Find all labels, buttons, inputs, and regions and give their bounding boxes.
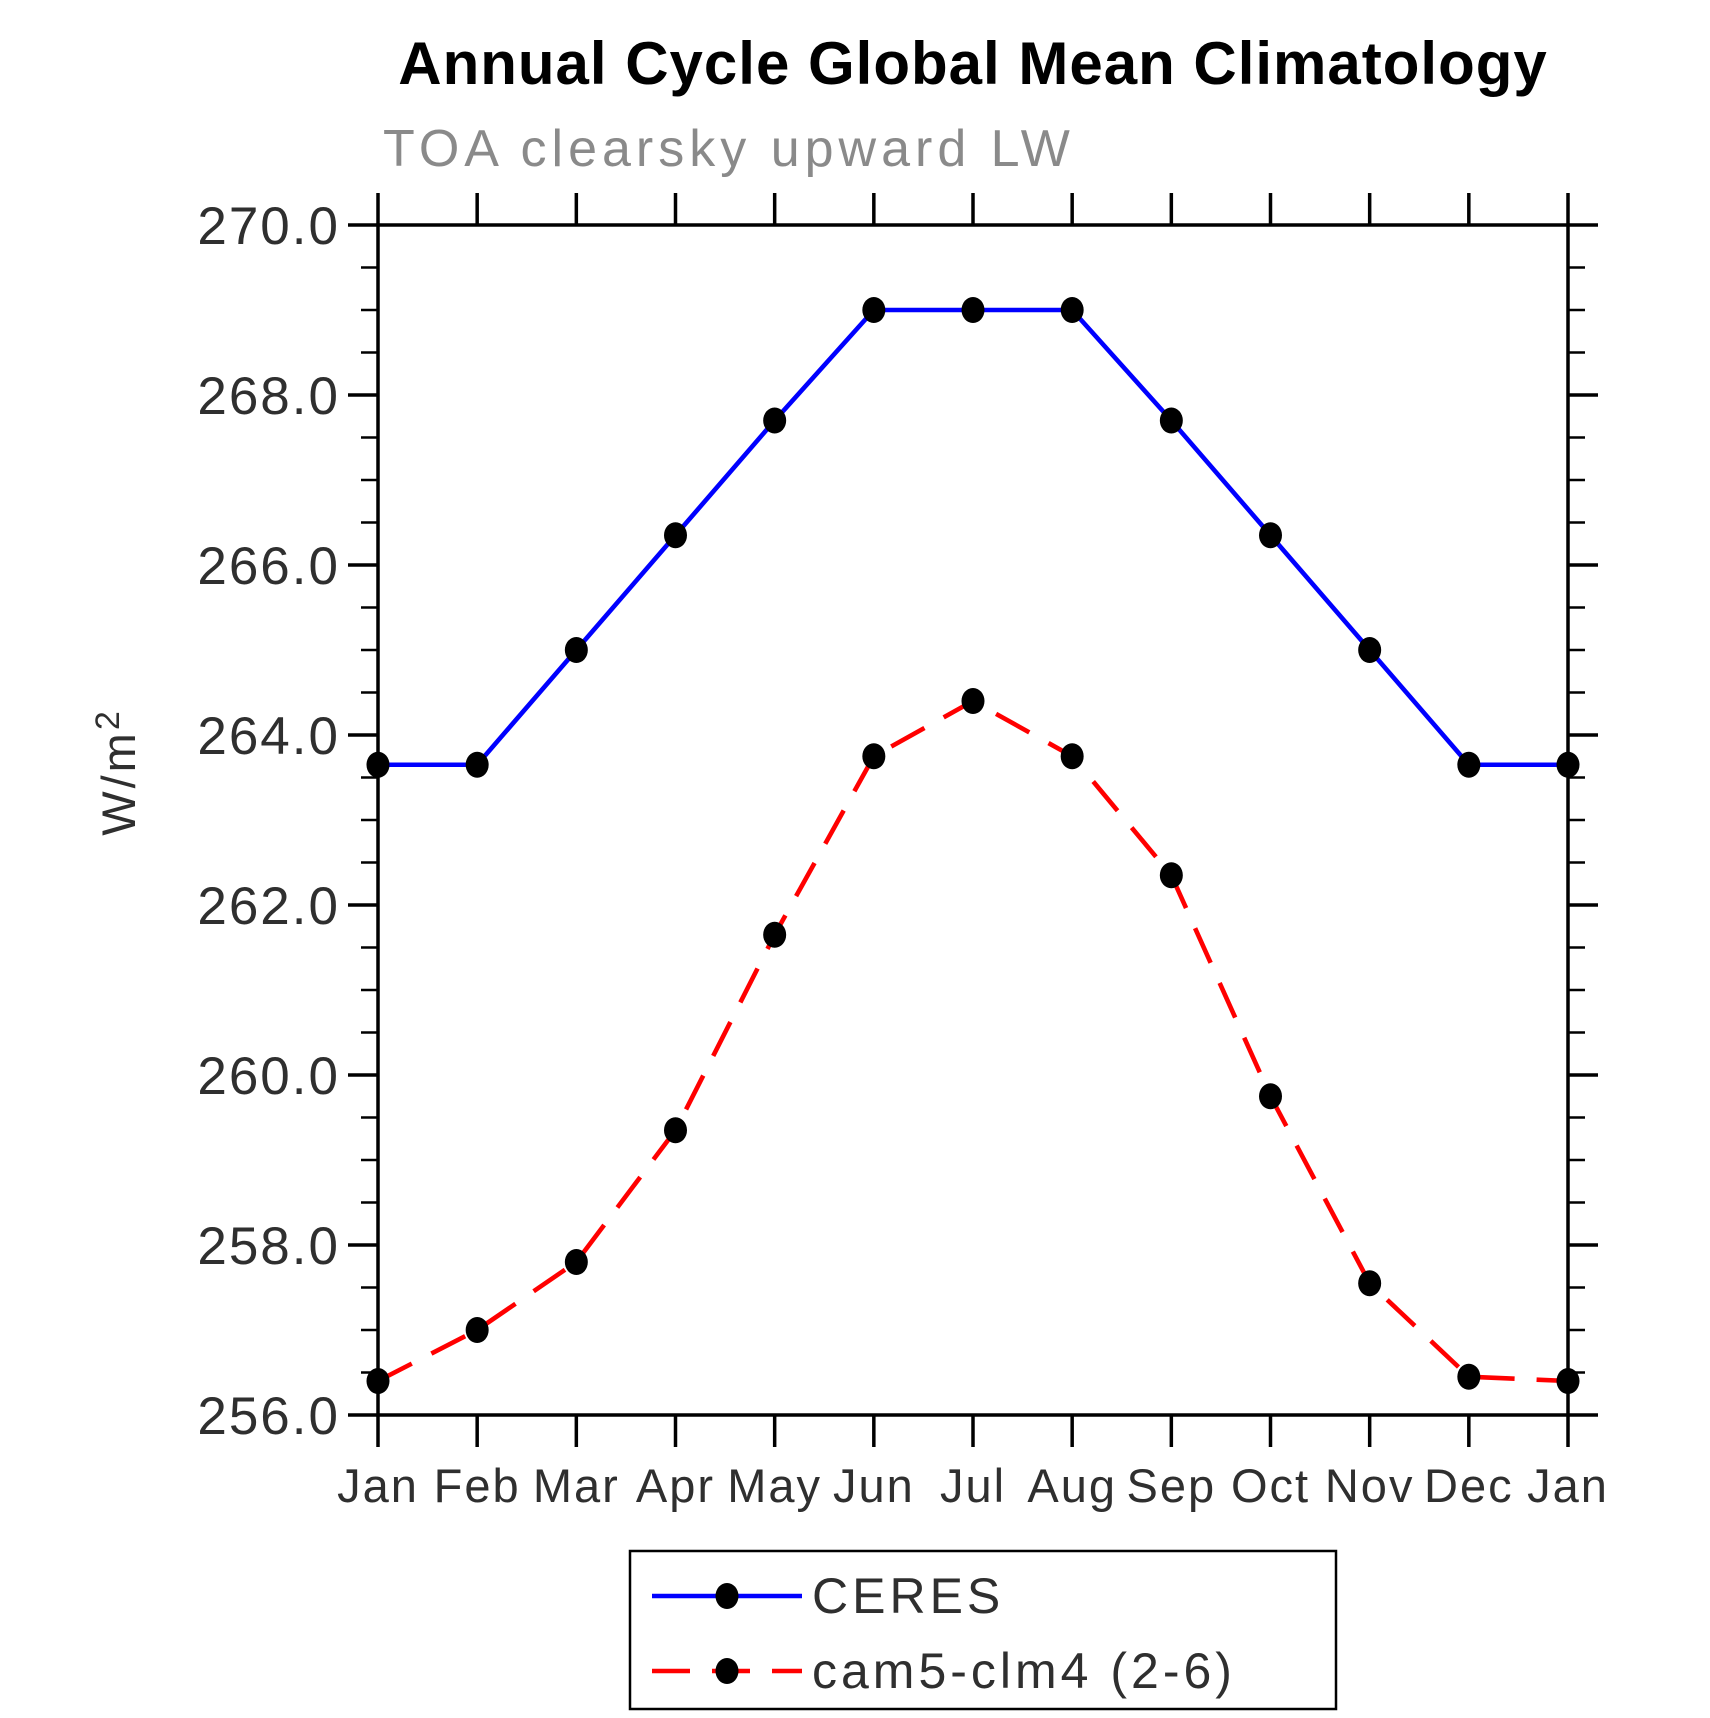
data-point-marker [1556, 751, 1580, 778]
y-tick-label: 256.0 [197, 1387, 340, 1446]
data-point-marker [763, 407, 787, 434]
y-tick-label: 260.0 [197, 1047, 340, 1106]
x-tick-label: Mar [533, 1459, 620, 1512]
data-point-marker [1556, 1368, 1580, 1394]
legend-label: CERES [812, 1568, 1004, 1624]
data-point-marker [1259, 1083, 1282, 1110]
x-tick-labels: Jan Feb Mar Apr May Jun Jul Aug Sep Oct Nov Dec Jan [337, 1459, 1609, 1512]
legend: CERES cam5-clm4 (2-6) [628, 1549, 1338, 1711]
data-point-marker [1457, 1363, 1481, 1390]
y-tick-labels: 256.0 258.0 260.0 262.0 264.0 266.0 268.0 270.0 [197, 197, 340, 1446]
y-tick-label: 264.0 [197, 707, 340, 766]
data-point-marker [763, 921, 787, 948]
x-tick-label: Feb [434, 1459, 521, 1512]
chart-title: Annual Cycle Global Mean Climatology [398, 30, 1548, 97]
plot-border [376, 223, 1570, 1417]
y-tick-label: 270.0 [197, 197, 340, 256]
data-point-marker [465, 1317, 489, 1343]
data-point-marker [664, 522, 687, 549]
x-tick-label: Jul [940, 1459, 1006, 1512]
data-point-marker [1358, 637, 1382, 663]
y-tick-label: 268.0 [197, 367, 340, 426]
data-point-marker [1060, 297, 1084, 323]
chart-subtitle: TOA clearsky upward LW [383, 120, 1075, 178]
legend-label: cam5-clm4 (2-6) [812, 1643, 1236, 1699]
y-tick-label: 262.0 [197, 877, 340, 936]
series-lines [366, 297, 1580, 1394]
x-tick-label: Nov [1325, 1459, 1415, 1512]
data-point-marker [465, 751, 489, 778]
legend-marker [715, 1658, 739, 1684]
data-point-marker [1159, 862, 1183, 889]
data-point-marker [366, 1368, 390, 1394]
x-tick-label: Jan [1527, 1459, 1609, 1512]
data-point-marker [1457, 751, 1481, 778]
y-tick-label: 258.0 [197, 1217, 340, 1276]
x-tick-label: Aug [1027, 1459, 1117, 1512]
data-point-marker [1259, 522, 1282, 549]
x-tick-label: Oct [1231, 1459, 1310, 1512]
x-tick-label: Dec [1424, 1459, 1514, 1512]
data-point-marker [961, 297, 985, 323]
x-tick-label: Jan [337, 1459, 419, 1512]
legend-box [628, 1549, 1338, 1711]
data-point-marker [862, 743, 886, 770]
data-point-marker [862, 297, 886, 323]
data-point-marker [366, 751, 390, 778]
plot-frame [376, 223, 1570, 1417]
legend-marker [715, 1583, 739, 1609]
series-line-cam5-clm4-2-6- [376, 698, 1569, 1384]
data-point-marker [1358, 1270, 1382, 1297]
x-tick-label: Apr [636, 1459, 715, 1512]
y-tick-label: 266.0 [197, 537, 340, 596]
data-point-marker [1159, 407, 1183, 434]
data-point-marker [564, 637, 588, 663]
x-tick-label: May [727, 1459, 822, 1512]
axis-ticks [348, 193, 1598, 1447]
data-point-marker [664, 1117, 687, 1144]
data-point-marker [564, 1249, 588, 1275]
data-point-marker [1060, 743, 1084, 770]
x-tick-label: Sep [1127, 1459, 1217, 1512]
x-tick-label: Jun [833, 1459, 915, 1512]
data-point-marker [961, 688, 985, 714]
y-axis-label: W/m2 [89, 708, 145, 836]
